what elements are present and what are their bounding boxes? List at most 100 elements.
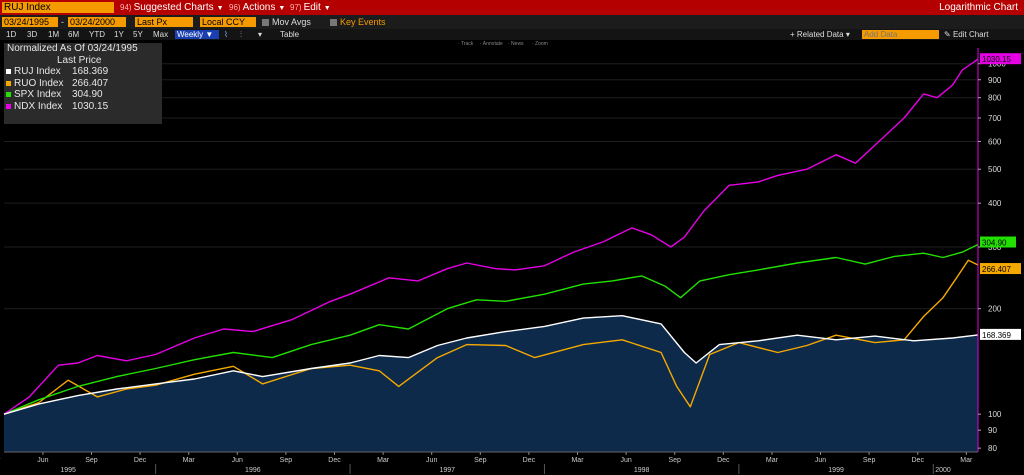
year-label: 1996 bbox=[245, 467, 261, 474]
chevron-down-icon: ▼ bbox=[205, 30, 214, 39]
mov-avgs-toggle[interactable]: Mov Avgs bbox=[262, 16, 311, 28]
x-tick-label: Dec bbox=[717, 457, 730, 464]
actions-menu[interactable]: 96) Actions ▼ bbox=[229, 2, 286, 13]
mini-tool-news[interactable]: · News bbox=[508, 41, 524, 47]
legend-name: SPX Index bbox=[14, 89, 62, 100]
frequency-select[interactable]: Weekly ▼ bbox=[175, 30, 219, 39]
series-line bbox=[3, 243, 979, 415]
end-date-field[interactable]: 03/24/2000 bbox=[68, 17, 126, 27]
edit-menu[interactable]: 97) Edit ▼ bbox=[290, 2, 331, 13]
range-max[interactable]: Max bbox=[153, 30, 169, 39]
legend-swatch bbox=[6, 92, 11, 97]
key-events-toggle[interactable]: Key Events bbox=[330, 16, 386, 28]
y-tick-label: 900 bbox=[988, 76, 1002, 85]
price-field-select[interactable]: Last Px bbox=[135, 17, 193, 27]
checkbox-icon bbox=[330, 19, 337, 26]
x-tick-label: Dec bbox=[134, 457, 147, 464]
x-tick-label: Mar bbox=[0, 457, 1, 464]
range-1m[interactable]: 1M bbox=[48, 30, 60, 39]
x-tick-label: Sep bbox=[85, 457, 98, 464]
series-line bbox=[3, 58, 979, 415]
x-tick-label: Jun bbox=[426, 457, 437, 464]
legend-value: 266.407 bbox=[72, 77, 109, 89]
series-area bbox=[4, 315, 978, 452]
x-tick-label: Dec bbox=[523, 457, 536, 464]
y-tick-label: 200 bbox=[988, 305, 1002, 314]
chart-style-icon[interactable]: ⌇ bbox=[224, 30, 228, 39]
y-tick-label: 100 bbox=[988, 410, 1002, 419]
legend-name: NDX Index bbox=[14, 100, 63, 112]
legend-item[interactable]: RUJ Index 168.369 bbox=[4, 66, 162, 78]
legend-value: 304.90 bbox=[72, 89, 103, 100]
legend-item[interactable]: SPX Index 304.90 bbox=[4, 89, 162, 101]
y-tick-label: 500 bbox=[988, 165, 1002, 174]
start-date-field[interactable]: 03/24/1995 bbox=[2, 17, 58, 27]
legend-item[interactable]: RUO Index 266.407 bbox=[4, 78, 162, 90]
suggested-charts-menu[interactable]: 94) Suggested Charts ▼ bbox=[120, 2, 224, 13]
date-separator: - bbox=[61, 17, 64, 27]
legend-swatch bbox=[6, 80, 11, 86]
settings-bar bbox=[0, 15, 1024, 29]
add-data-input[interactable] bbox=[862, 30, 939, 39]
legend-name: RUJ Index bbox=[14, 66, 61, 77]
pencil-icon: ✎ bbox=[944, 30, 951, 39]
y-tick-label: 800 bbox=[988, 94, 1002, 103]
year-label: 1999 bbox=[828, 467, 844, 474]
y-tick-label: 400 bbox=[988, 199, 1002, 208]
x-tick-label: Jun bbox=[232, 457, 243, 464]
last-value-label: 304.90 bbox=[982, 239, 1007, 248]
currency-select[interactable]: Local CCY bbox=[200, 17, 256, 27]
legend-value: 1030.15 bbox=[72, 100, 109, 112]
chevron-down-icon: ▼ bbox=[216, 5, 224, 12]
x-tick-label: Dec bbox=[912, 457, 925, 464]
x-tick-label: Mar bbox=[377, 457, 390, 464]
x-tick-label: Mar bbox=[571, 457, 584, 464]
mini-tool-annotate[interactable]: · Annotate bbox=[480, 41, 503, 47]
last-value-tag bbox=[980, 328, 1021, 340]
x-tick-label: Jun bbox=[37, 457, 48, 464]
range-ytd[interactable]: YTD bbox=[89, 30, 105, 39]
x-tick-label: Mar bbox=[766, 457, 779, 464]
legend-subtitle: Last Price bbox=[57, 54, 102, 66]
range-1d[interactable]: 1D bbox=[6, 30, 17, 39]
legend-title: Normalized As Of 03/24/1995 bbox=[7, 43, 138, 54]
range-6m[interactable]: 6M bbox=[68, 30, 80, 39]
legend-item[interactable]: NDX Index 1030.15 bbox=[4, 101, 162, 113]
table-button[interactable]: Table bbox=[280, 30, 300, 39]
more-chevron-icon[interactable]: ▾ bbox=[258, 30, 263, 39]
year-label: 1998 bbox=[634, 467, 650, 474]
x-tick-label: Sep bbox=[280, 457, 293, 464]
x-tick-label: Sep bbox=[474, 457, 487, 464]
top-toolbar bbox=[0, 0, 1024, 15]
legend-swatch bbox=[6, 69, 11, 74]
y-tick-label: 80 bbox=[988, 444, 997, 453]
last-value-label: 266.407 bbox=[982, 265, 1011, 274]
chart-legend: Normalized As Of 03/24/1995 Last Price R… bbox=[4, 43, 162, 124]
x-tick-label: Jun bbox=[620, 457, 631, 464]
legend-value: 168.369 bbox=[72, 66, 109, 77]
range-5y[interactable]: 5Y bbox=[133, 30, 143, 39]
mini-tool-track[interactable]: · Track bbox=[458, 41, 474, 47]
last-value-label: 1030.15 bbox=[982, 55, 1011, 64]
last-value-tag bbox=[980, 263, 1021, 275]
x-tick-label: Mar bbox=[960, 457, 973, 464]
related-data-button[interactable]: + Related Data ▾ bbox=[790, 30, 850, 39]
range-3d[interactable]: 3D bbox=[27, 30, 38, 39]
year-label: 2000 bbox=[935, 467, 951, 474]
checkbox-icon bbox=[262, 19, 269, 26]
edit-chart-button[interactable]: ✎ Edit Chart bbox=[944, 30, 989, 39]
x-tick-label: Dec bbox=[328, 457, 341, 464]
legend-name: RUO Index bbox=[14, 77, 64, 89]
x-tick-label: Sep bbox=[668, 457, 681, 464]
range-bar bbox=[0, 29, 1024, 40]
chart-type-title: Logarithmic Chart bbox=[939, 2, 1018, 13]
y-tick-label: 90 bbox=[988, 426, 997, 435]
x-tick-label: Sep bbox=[863, 457, 876, 464]
last-value-tag bbox=[980, 236, 1016, 248]
bar-style-icon[interactable]: ⫶ bbox=[240, 30, 242, 39]
mini-tool-zoom[interactable]: · Zoom bbox=[532, 41, 548, 47]
ticker-field[interactable]: RUJ Index bbox=[2, 2, 114, 13]
range-1y[interactable]: 1Y bbox=[114, 30, 124, 39]
legend-swatch bbox=[6, 103, 11, 109]
